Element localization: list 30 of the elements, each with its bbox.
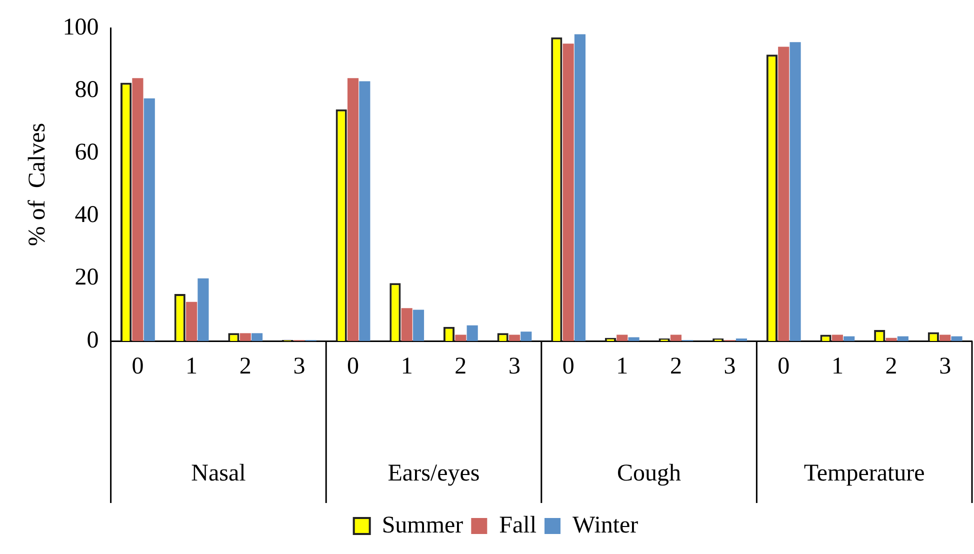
text: Cough bbox=[617, 460, 682, 486]
x-tick-label: 2 bbox=[454, 354, 467, 380]
x-tick-label: 2 bbox=[239, 354, 252, 380]
x-tick-label: 0 bbox=[778, 354, 790, 380]
y-tick-label: 100 bbox=[62, 14, 99, 40]
legend-label: Fall bbox=[499, 512, 537, 538]
x-tick-label: 3 bbox=[508, 354, 520, 380]
text: Nasal bbox=[191, 460, 246, 486]
x-tick-label: 3 bbox=[939, 354, 952, 380]
legend-label: Summer bbox=[382, 512, 464, 538]
x-tick-label: 3 bbox=[293, 354, 306, 380]
legend-label: Winter bbox=[572, 512, 638, 538]
y-tick-label: 40 bbox=[74, 202, 99, 228]
text: Temperature bbox=[804, 460, 925, 486]
text: Ears/eyes bbox=[388, 460, 480, 486]
y-tick-label: 0 bbox=[86, 327, 99, 354]
y-tick-label: 80 bbox=[74, 76, 99, 103]
x-tick-label: 0 bbox=[132, 354, 144, 380]
y-tick-label: 20 bbox=[74, 264, 99, 291]
y-tick-label: 60 bbox=[74, 139, 99, 166]
x-tick-label: 1 bbox=[616, 354, 628, 380]
x-tick-label: 1 bbox=[400, 354, 413, 380]
x-tick-label: 0 bbox=[562, 354, 574, 380]
x-tick-label: 2 bbox=[670, 354, 682, 380]
x-tick-label: 1 bbox=[831, 354, 844, 380]
x-tick-label: 0 bbox=[347, 354, 360, 380]
y-axis-title: % of Calves bbox=[24, 122, 51, 246]
x-tick-label: 2 bbox=[885, 354, 898, 380]
x-tick-label: 1 bbox=[186, 354, 198, 380]
x-tick-label: 3 bbox=[724, 354, 736, 380]
